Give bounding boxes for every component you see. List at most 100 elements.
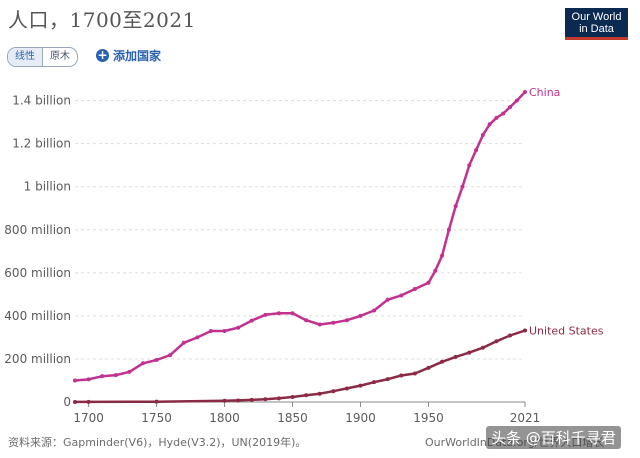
data-point-china <box>208 328 213 333</box>
data-point-china <box>508 105 513 110</box>
y-tick-label: 0 <box>63 395 71 409</box>
data-point-united-states <box>426 365 431 370</box>
y-tick-label: 1.4 billion <box>12 94 71 108</box>
data-point-united-states <box>372 380 377 385</box>
data-point-united-states <box>399 373 404 378</box>
data-point-united-states <box>222 398 227 403</box>
y-tick-label: 400 million <box>4 309 71 323</box>
data-point-united-states <box>317 391 322 396</box>
data-point-china <box>446 227 451 232</box>
data-point-china <box>73 378 77 383</box>
data-point-china <box>222 328 227 333</box>
series-label-united-states: United States <box>529 325 604 338</box>
y-tick-label: 200 million <box>4 352 71 366</box>
x-tick-label: 1900 <box>345 411 376 425</box>
data-point-china <box>195 335 200 340</box>
data-point-china <box>86 377 91 382</box>
data-point-china <box>304 318 309 323</box>
data-point-united-states <box>440 359 445 364</box>
data-point-united-states <box>263 397 268 402</box>
data-point-china <box>168 353 173 358</box>
data-point-china <box>480 133 485 138</box>
source-note: 资料来源：Gapminder(V6)，Hyde(V3.2)，UN(2019年)。 <box>8 436 307 449</box>
linear-scale-button[interactable]: 线性 <box>8 48 43 66</box>
data-point-china <box>385 297 390 302</box>
data-point-china <box>514 98 519 103</box>
data-point-china <box>426 280 431 285</box>
data-point-china <box>154 358 159 363</box>
data-point-united-states <box>358 383 363 388</box>
data-point-china <box>523 90 527 94</box>
data-point-china <box>344 318 349 323</box>
data-point-united-states <box>331 389 336 394</box>
scale-toggle[interactable]: 线性 原木 <box>7 47 78 67</box>
series-label-china: China <box>529 86 560 99</box>
data-point-china <box>181 340 186 345</box>
data-point-china <box>460 184 465 189</box>
x-tick-label: 1700 <box>73 411 104 425</box>
data-point-china <box>236 325 241 330</box>
series-line-china <box>74 91 526 382</box>
data-point-united-states <box>154 399 159 404</box>
data-point-china <box>474 148 479 153</box>
data-point-china <box>453 204 458 209</box>
data-point-united-states <box>467 350 472 355</box>
data-point-united-states <box>480 345 485 350</box>
data-point-china <box>249 318 254 323</box>
data-point-china <box>100 374 105 379</box>
add-country-button[interactable]: + 添加国家 <box>96 46 161 64</box>
data-point-united-states <box>290 395 295 400</box>
data-point-china <box>440 253 445 258</box>
data-point-china <box>127 369 132 374</box>
watermark: 头条 @百科千寻君 <box>486 426 621 449</box>
data-point-china <box>317 322 322 327</box>
data-point-united-states <box>453 354 458 359</box>
data-point-china <box>290 311 295 316</box>
x-tick-label: 1850 <box>277 411 308 425</box>
data-point-united-states <box>385 377 390 382</box>
data-point-china <box>263 312 268 317</box>
data-point-united-states <box>344 386 349 391</box>
data-point-united-states <box>249 397 254 402</box>
data-point-china <box>113 373 118 378</box>
add-country-label: 添加国家 <box>113 48 162 63</box>
logo-line-2: in Data <box>579 23 614 35</box>
owid-logo[interactable]: Our World in Data <box>565 8 628 40</box>
data-point-china <box>467 163 472 168</box>
data-point-united-states <box>412 371 417 376</box>
y-tick-label: 1.2 billion <box>12 137 71 151</box>
data-point-united-states <box>236 398 241 403</box>
data-point-united-states <box>304 393 309 398</box>
data-point-china <box>399 293 404 298</box>
logo-accent-bar <box>565 37 628 40</box>
log-scale-button[interactable]: 原木 <box>50 51 70 62</box>
data-point-united-states <box>276 396 281 401</box>
data-point-china <box>331 320 336 325</box>
chart-title: 人口，1700至2021 <box>8 8 196 32</box>
data-point-china <box>358 313 363 318</box>
data-point-united-states <box>508 333 513 338</box>
series-line-united-states <box>75 329 526 404</box>
data-point-united-states <box>494 339 499 344</box>
x-tick-label: 1800 <box>209 411 240 425</box>
data-point-china <box>494 115 499 120</box>
data-point-united-states <box>73 399 77 404</box>
plus-circle-icon: + <box>96 47 109 62</box>
y-tick-label: 800 million <box>4 223 71 237</box>
x-tick-label: 2021 <box>510 411 541 425</box>
data-point-china <box>412 286 417 291</box>
x-tick-label: 1950 <box>413 411 444 425</box>
x-tick-label: 1750 <box>141 411 172 425</box>
data-point-china <box>487 122 492 127</box>
data-point-china <box>276 311 281 316</box>
y-tick-label: 600 million <box>4 266 71 280</box>
logo-line-1: Our World <box>571 11 622 23</box>
data-point-china <box>433 268 438 273</box>
data-point-china <box>372 308 377 313</box>
y-tick-label: 1 billion <box>24 180 71 194</box>
data-point-china <box>140 361 145 366</box>
data-point-united-states <box>86 399 91 404</box>
data-point-united-states <box>523 328 527 333</box>
data-point-china <box>501 111 506 116</box>
